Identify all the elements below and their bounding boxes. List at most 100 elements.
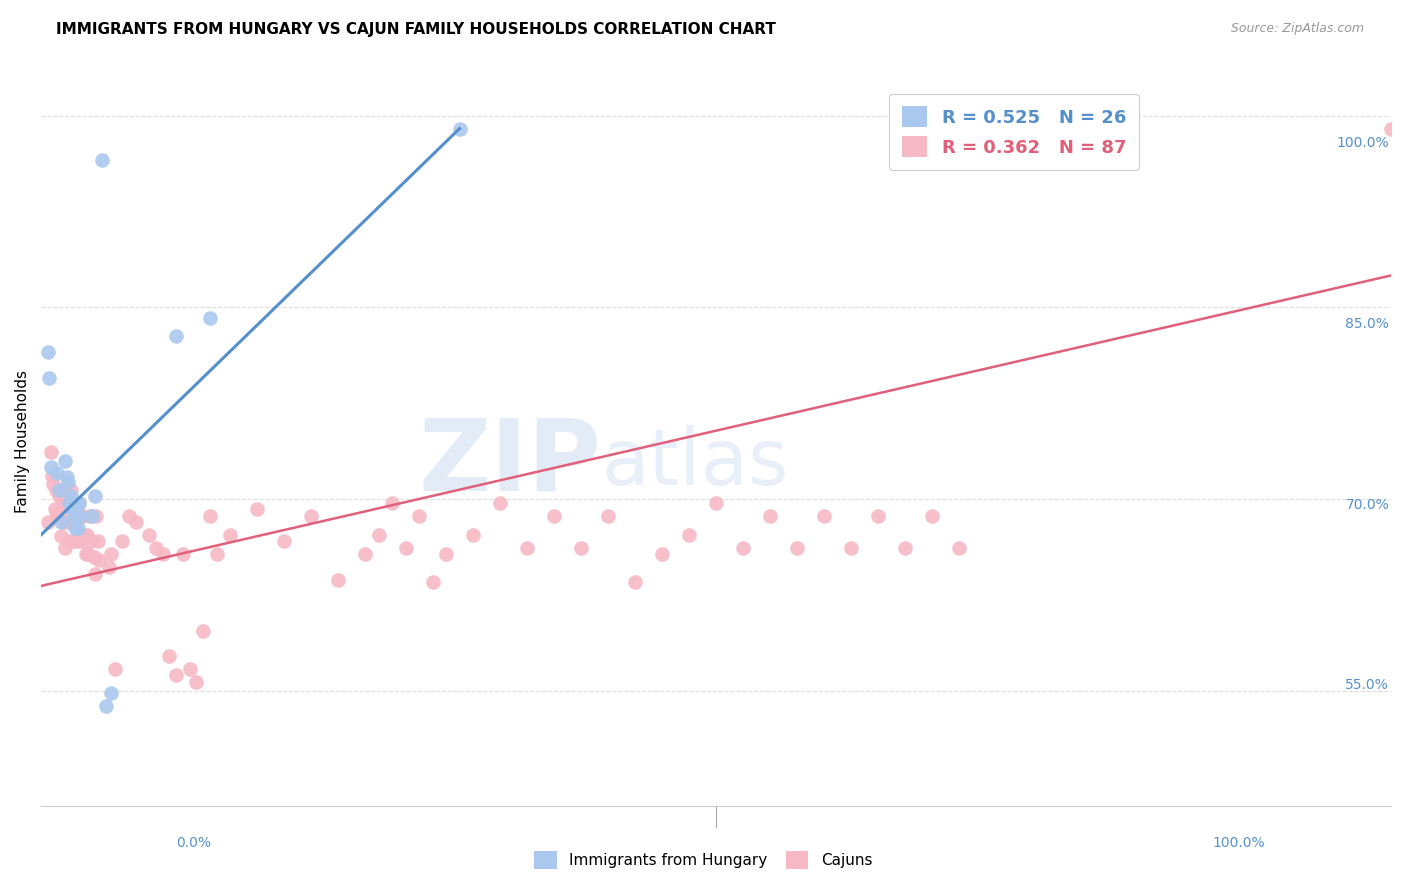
Point	[69, 508, 91, 523]
Text: 100.0%: 100.0%	[1213, 836, 1265, 850]
Point	[65, 496, 87, 510]
Point	[59, 490, 82, 504]
Point	[60, 508, 83, 523]
Point	[759, 508, 782, 523]
Point	[66, 521, 89, 535]
Point	[39, 460, 62, 475]
Point	[56, 515, 79, 529]
Point	[97, 559, 120, 574]
Point	[63, 521, 86, 535]
Point	[704, 496, 727, 510]
Point	[37, 345, 59, 359]
Point	[79, 508, 101, 523]
Point	[84, 490, 107, 504]
Point	[46, 508, 69, 522]
Text: atlas: atlas	[602, 425, 789, 501]
Point	[46, 467, 69, 481]
Point	[55, 496, 77, 510]
Point	[51, 515, 73, 529]
Point	[179, 662, 201, 676]
Point	[60, 502, 83, 516]
Point	[82, 508, 104, 523]
Point	[422, 575, 444, 590]
Point	[449, 121, 471, 136]
Point	[948, 541, 970, 555]
Point	[66, 534, 89, 549]
Point	[73, 528, 96, 542]
Point	[191, 624, 214, 638]
Point	[44, 502, 66, 516]
Point	[118, 508, 141, 523]
Point	[434, 547, 457, 561]
Point	[198, 310, 221, 325]
Point	[89, 553, 111, 567]
Point	[70, 534, 93, 549]
Point	[569, 541, 592, 555]
Point	[678, 528, 700, 542]
Point	[165, 668, 187, 682]
Point	[84, 567, 107, 582]
Point	[75, 547, 97, 561]
Point	[381, 496, 404, 510]
Point	[894, 541, 917, 555]
Point	[80, 534, 103, 549]
Point	[77, 547, 100, 561]
Point	[172, 547, 194, 561]
Point	[326, 573, 349, 587]
Point	[198, 508, 221, 523]
Legend: Immigrants from Hungary, Cajuns: Immigrants from Hungary, Cajuns	[527, 845, 879, 875]
Point	[100, 686, 122, 700]
Point	[42, 476, 65, 491]
Text: IMMIGRANTS FROM HUNGARY VS CAJUN FAMILY HOUSEHOLDS CORRELATION CHART: IMMIGRANTS FROM HUNGARY VS CAJUN FAMILY …	[56, 22, 776, 37]
Point	[51, 529, 73, 543]
Point	[354, 547, 377, 561]
Text: Source: ZipAtlas.com: Source: ZipAtlas.com	[1230, 22, 1364, 36]
Point	[813, 508, 835, 523]
Point	[58, 496, 80, 510]
Point	[45, 483, 67, 497]
Point	[124, 515, 146, 529]
Point	[205, 547, 228, 561]
Point	[63, 496, 86, 510]
Point	[624, 575, 647, 590]
Point	[65, 508, 87, 523]
Point	[55, 470, 77, 484]
Point	[83, 549, 105, 564]
Text: 100.0%: 100.0%	[1337, 136, 1389, 150]
Point	[72, 508, 94, 523]
Point	[1379, 121, 1402, 136]
Point	[41, 469, 63, 483]
Point	[104, 662, 127, 676]
Point	[53, 515, 76, 529]
Point	[138, 528, 160, 542]
Point	[408, 508, 430, 523]
Point	[94, 698, 117, 713]
Point	[489, 496, 512, 510]
Point	[48, 490, 70, 504]
Point	[49, 508, 72, 523]
Point	[55, 453, 77, 467]
Point	[596, 508, 619, 523]
Point	[394, 541, 416, 555]
Point	[367, 528, 389, 542]
Point	[69, 508, 91, 523]
Text: ZIP: ZIP	[419, 415, 602, 512]
Point	[67, 496, 90, 510]
Point	[55, 541, 77, 555]
Point	[111, 534, 134, 549]
Point	[651, 547, 673, 561]
Point	[37, 515, 59, 529]
Point	[543, 508, 565, 523]
Point	[921, 508, 943, 523]
Point	[56, 475, 79, 490]
Point	[516, 541, 538, 555]
Point	[839, 541, 862, 555]
Point	[58, 534, 80, 549]
Point	[62, 534, 84, 549]
Point	[219, 528, 242, 542]
Point	[152, 547, 174, 561]
Point	[39, 444, 62, 458]
Point	[86, 508, 108, 523]
Point	[59, 483, 82, 497]
Point	[87, 534, 110, 549]
